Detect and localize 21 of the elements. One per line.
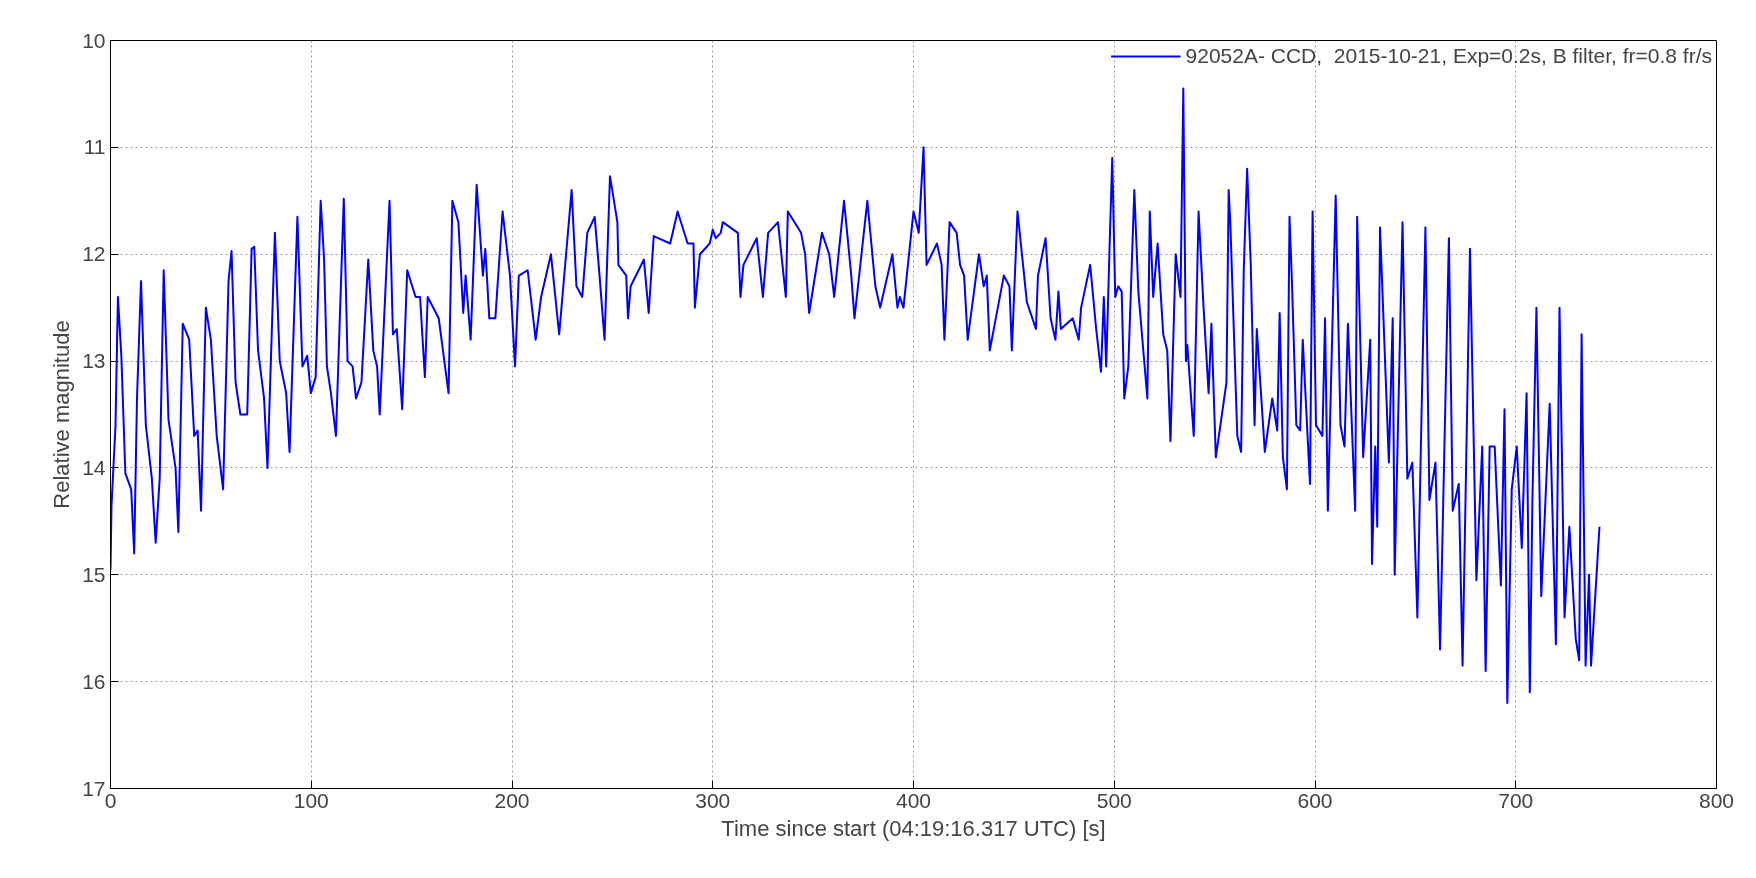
- x-tick-label: 400: [895, 788, 932, 812]
- x-tick-label: 200: [494, 788, 530, 812]
- y-tick-label: 14: [82, 455, 106, 479]
- y-tick-label: 11: [83, 135, 106, 159]
- x-tick-label: 700: [1498, 788, 1534, 812]
- x-axis-title: Time since start (04:19:16.317 UTC) [s]: [721, 815, 1106, 841]
- x-tick-label: 800: [1698, 788, 1735, 812]
- y-tick-label: 17: [82, 776, 106, 800]
- x-tick-label: 300: [695, 788, 731, 812]
- x-tick-label: 0: [104, 788, 117, 812]
- x-tick-label: 500: [1096, 788, 1132, 812]
- y-tick-label: 15: [82, 562, 106, 586]
- y-tick-label: 13: [82, 349, 106, 373]
- line-series: [110, 87, 1601, 705]
- y-tick-label: 16: [82, 669, 106, 693]
- x-tick-label: 100: [293, 788, 329, 812]
- y-axis-title: Relative magnitude: [49, 320, 75, 509]
- y-tick-label: 10: [82, 28, 106, 52]
- y-tick-label: 12: [82, 242, 106, 266]
- legend-label: 92052A- CCD, 2015-10-21, Exp=0.2s, B filter, fr=0.8 fr/s: [1185, 44, 1712, 68]
- x-tick-label: 600: [1297, 788, 1333, 812]
